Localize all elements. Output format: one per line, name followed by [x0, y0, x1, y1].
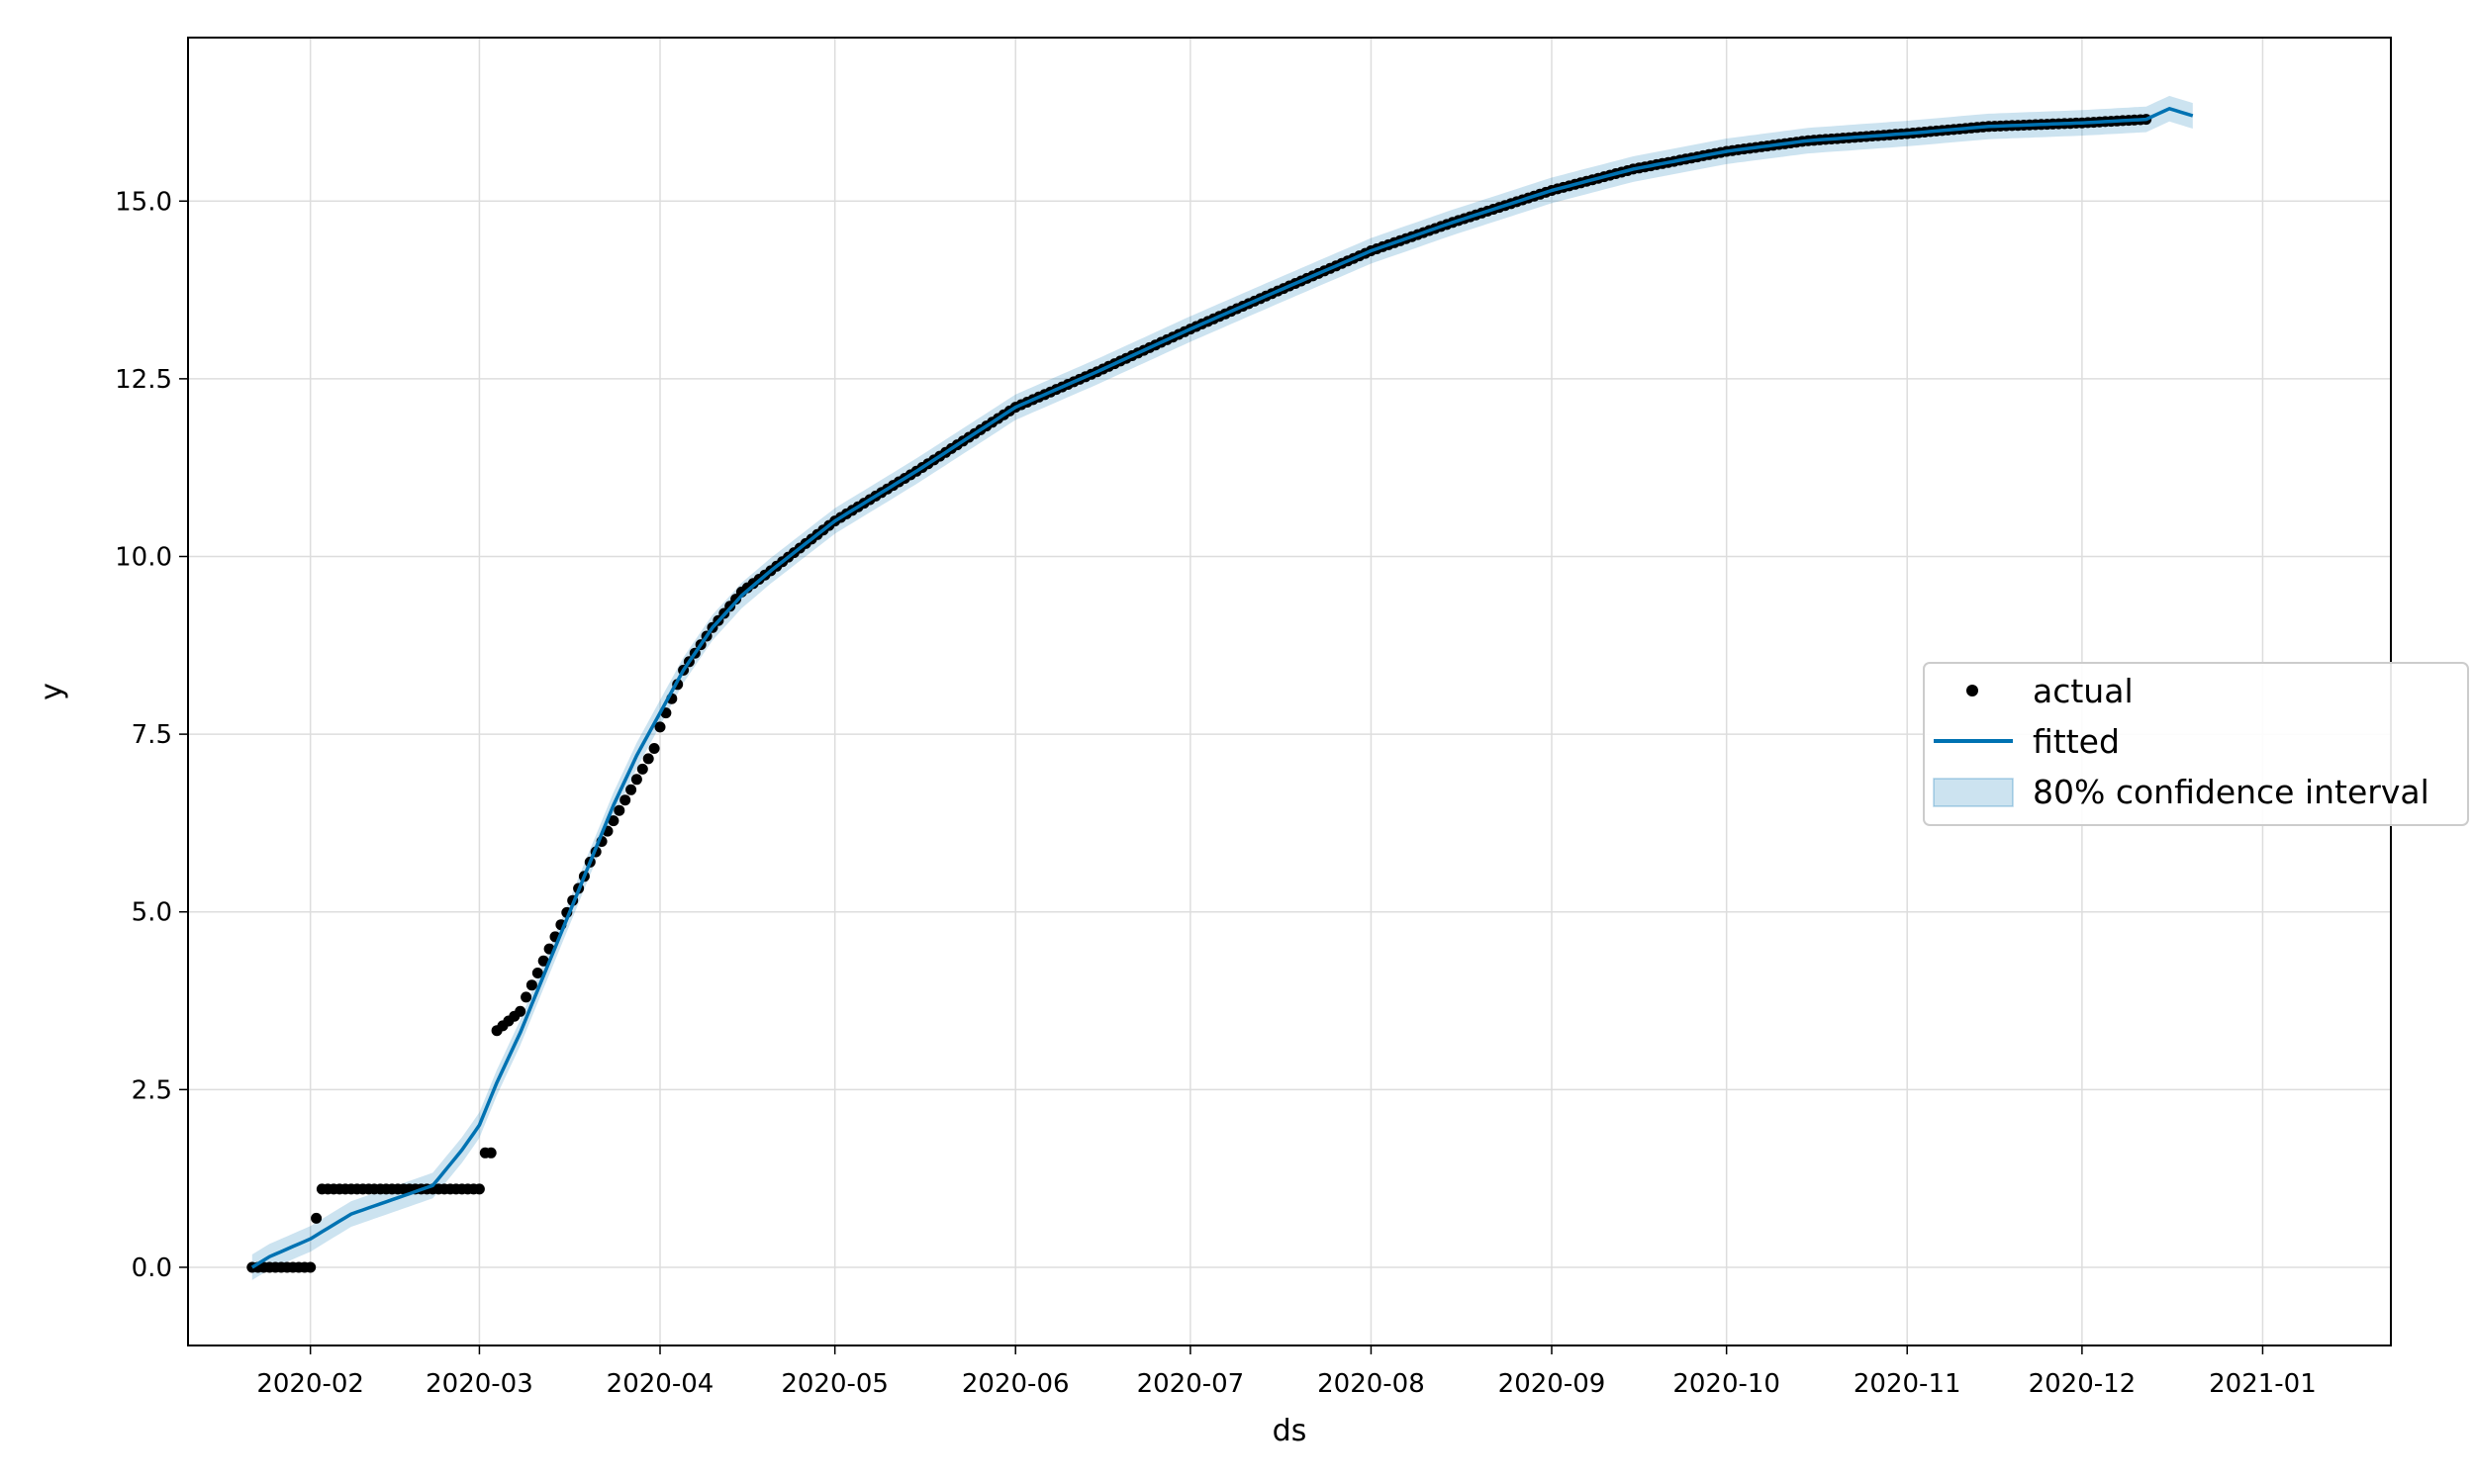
actual-point — [654, 721, 666, 733]
y-axis-label: y — [35, 683, 69, 700]
actual-point — [630, 774, 642, 786]
x-tick-label: 2020-05 — [781, 1369, 889, 1399]
x-axis-ticks: 2020-02 2020-03 2020-04 2020-05 2020-06 2020-… — [256, 1345, 2317, 1399]
y-tick-label: 15.0 — [115, 187, 172, 217]
x-tick-label: 2020-02 — [256, 1369, 364, 1399]
y-tick-label: 0.0 — [132, 1253, 172, 1283]
x-tick-label: 2021-01 — [2209, 1369, 2317, 1399]
y-tick-label: 10.0 — [115, 542, 172, 572]
x-tick-label: 2020-06 — [962, 1369, 1070, 1399]
actual-point — [642, 753, 654, 765]
x-tick-label: 2020-04 — [607, 1369, 714, 1399]
confidence-band-layer — [251, 95, 2193, 1280]
actual-point — [648, 743, 660, 754]
actual-point — [619, 794, 631, 806]
y-tick-label: 2.5 — [132, 1075, 172, 1105]
actual-point — [625, 784, 637, 795]
fitted-line — [250, 107, 2194, 1269]
actual-point — [608, 815, 619, 827]
x-tick-label: 2020-08 — [1317, 1369, 1425, 1399]
y-tick-label: 7.5 — [132, 720, 172, 750]
actual-point — [531, 968, 543, 978]
x-tick-label: 2020-12 — [2029, 1369, 2137, 1399]
actual-point — [521, 991, 532, 1003]
legend-actual-marker — [1966, 685, 1978, 696]
x-tick-label: 2020-09 — [1498, 1369, 1606, 1399]
actual-point — [636, 763, 648, 775]
actual-point — [515, 1005, 526, 1017]
x-tick-label: 2020-10 — [1672, 1369, 1780, 1399]
fitted-line-layer — [250, 107, 2194, 1269]
legend: actual fitted 80% confidence interval — [1923, 662, 2469, 826]
x-tick-label: 2020-07 — [1137, 1369, 1245, 1399]
confidence-band — [251, 95, 2193, 1280]
y-axis-ticks: 0.0 2.5 5.0 7.5 10.0 12.5 15.0 — [115, 187, 188, 1283]
actual-point — [525, 979, 537, 991]
actual-point — [537, 955, 549, 967]
y-tick-label: 12.5 — [115, 365, 172, 395]
actual-point — [305, 1261, 317, 1273]
actual-point — [473, 1183, 485, 1195]
legend-actual-label: actual — [2033, 672, 2134, 710]
actual-point — [614, 804, 625, 816]
y-tick-label: 5.0 — [132, 898, 172, 928]
legend-interval-swatch — [1933, 778, 2014, 807]
x-tick-label: 2020-03 — [426, 1369, 533, 1399]
x-axis-label: ds — [1273, 1414, 1307, 1448]
x-tick-label: 2020-11 — [1854, 1369, 1961, 1399]
actual-point — [485, 1147, 497, 1159]
legend-box — [1923, 662, 2469, 826]
legend-interval-label: 80% confidence interval — [2033, 773, 2429, 811]
legend-fitted-label: fitted — [2033, 722, 2120, 761]
actual-point — [311, 1212, 323, 1224]
